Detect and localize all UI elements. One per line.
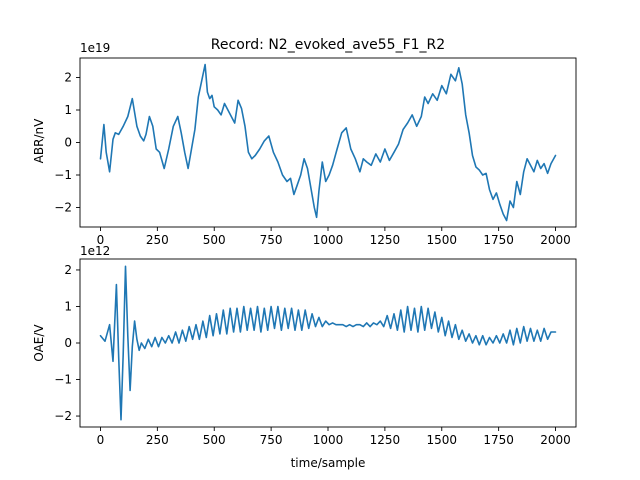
oae-x-tick-label: 1000: [313, 433, 344, 447]
oae-x-tick-label: 750: [260, 433, 283, 447]
oae-x-tick-label: 500: [203, 433, 226, 447]
abr-y-axis-label: ABR/nV: [32, 118, 46, 163]
abr-y-tick-label: 0: [64, 136, 72, 150]
abr-x-tick-label: 0: [97, 233, 105, 247]
oae-x-tick-label: 0: [97, 433, 105, 447]
abr-scale-label: 1e19: [80, 41, 110, 55]
abr-y-tick-label: −1: [54, 168, 72, 182]
abr-y-tick-label: −2: [54, 201, 72, 215]
oae-series-group: [99, 265, 557, 421]
oae-x-tick-label: 250: [146, 433, 169, 447]
abr-x-tick-label: 500: [203, 233, 226, 247]
abr-series-line-0: [99, 63, 557, 222]
abr-plot-frame: [79, 57, 577, 228]
oae-subplot: 1e12 OAE/V time/sample 0 250 500 750 1000 125…: [32, 244, 577, 470]
oae-plot-frame: [79, 258, 577, 428]
abr-subplot: Record: N2_evoked_ave55_F1_R2 1e19 ABR/n…: [32, 37, 577, 247]
oae-x-tick-label: 1500: [426, 433, 457, 447]
abr-chart-title: Record: N2_evoked_ave55_F1_R2: [211, 37, 445, 53]
oae-y-tick-label: −1: [54, 373, 72, 387]
abr-x-ticks: 0 250 500 750 1000 1250 1500 1750 2000: [97, 227, 571, 247]
oae-x-tick-label: 2000: [540, 433, 571, 447]
oae-x-tick-label: 1750: [483, 433, 514, 447]
abr-series-group: [99, 63, 557, 222]
abr-x-tick-label: 2000: [540, 233, 571, 247]
abr-y-tick-label: 1: [64, 103, 72, 117]
abr-x-tick-label: 1000: [313, 233, 344, 247]
abr-x-tick-label: 250: [146, 233, 169, 247]
oae-y-tick-label: 0: [64, 336, 72, 350]
oae-y-tick-label: 1: [64, 299, 72, 313]
oae-y-axis-label: OAE/V: [32, 324, 46, 362]
abr-y-ticks: −2 −1 0 1 2: [54, 71, 80, 215]
oae-scale-label: 1e12: [80, 244, 110, 258]
abr-x-tick-label: 1250: [370, 233, 401, 247]
abr-y-tick-label: 2: [64, 71, 72, 85]
abr-x-tick-label: 1500: [426, 233, 457, 247]
oae-x-ticks: 0 250 500 750 1000 1250 1500 1750 2000: [97, 427, 571, 447]
abr-x-tick-label: 1750: [483, 233, 514, 247]
oae-x-tick-label: 1250: [370, 433, 401, 447]
oae-y-ticks: −2 −1 0 1 2: [54, 263, 80, 423]
abr-x-tick-label: 750: [260, 233, 283, 247]
oae-series-line-0: [99, 265, 557, 421]
oae-x-axis-label: time/sample: [291, 456, 366, 470]
oae-y-tick-label: 2: [64, 263, 72, 277]
oae-y-tick-label: −2: [54, 409, 72, 423]
